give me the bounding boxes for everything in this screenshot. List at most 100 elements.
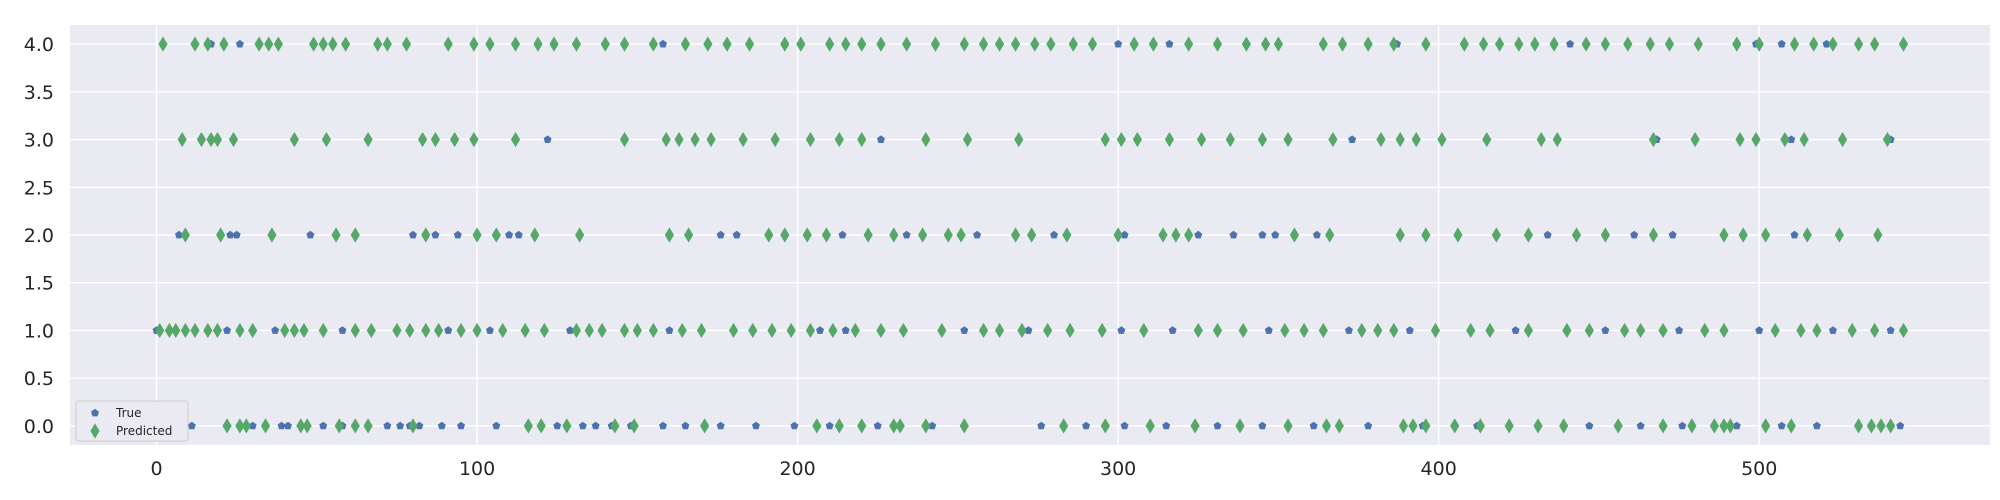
predicted-point (1184, 36, 1194, 52)
predicted-point (228, 131, 239, 148)
legend-label: True (115, 406, 142, 420)
predicted-point (825, 36, 835, 52)
true-point (665, 326, 674, 334)
predicted-point (876, 36, 886, 52)
predicted-point (1690, 131, 1700, 148)
predicted-point (1584, 322, 1594, 339)
predicted-point (1754, 36, 1764, 52)
predicted-point (1139, 322, 1149, 339)
predicted-point (1876, 418, 1886, 434)
predicted-point (802, 227, 812, 243)
x-tick-label: 200 (779, 458, 815, 480)
predicted-point (405, 322, 415, 339)
predicted-point (1581, 36, 1591, 52)
true-point (1229, 230, 1238, 239)
true-point (1543, 230, 1552, 239)
true-point (271, 326, 280, 334)
predicted-point (680, 36, 691, 52)
predicted-point (696, 322, 707, 339)
predicted-point (978, 36, 989, 52)
predicted-point (1523, 227, 1534, 243)
predicted-point (289, 131, 299, 148)
true-point (235, 39, 244, 48)
predicted-point (664, 227, 674, 243)
predicted-point (937, 322, 947, 339)
legend-item-predicted: Predicted (90, 423, 172, 439)
predicted-point (1725, 418, 1735, 434)
x-tick-label: 100 (459, 458, 495, 480)
true-point (1886, 326, 1895, 334)
true-point (732, 230, 741, 239)
predicted-point (212, 322, 223, 339)
predicted-point (1062, 227, 1072, 243)
predicted-point (648, 36, 658, 52)
predicted-point (1658, 322, 1668, 339)
true-point (1585, 421, 1594, 430)
true-point (1168, 326, 1177, 334)
x-tick-label: 300 (1100, 458, 1136, 480)
predicted-point (421, 227, 431, 243)
predicted-point (930, 36, 941, 52)
predicted-point (956, 227, 966, 243)
predicted-point (392, 322, 402, 339)
predicted-point (674, 131, 684, 148)
predicted-point (1283, 131, 1293, 148)
predicted-point (264, 36, 274, 52)
true-point (591, 421, 600, 430)
true-point (578, 421, 587, 430)
predicted-point (805, 131, 816, 148)
predicted-point (571, 322, 582, 339)
true-point (1822, 39, 1831, 48)
predicted-point (1600, 36, 1610, 52)
legend-label: Predicted (116, 424, 172, 438)
predicted-point (706, 131, 716, 148)
predicted-point (363, 418, 373, 434)
predicted-point (1873, 227, 1883, 243)
predicted-point (629, 418, 639, 434)
predicted-point (994, 322, 1005, 339)
predicted-point (318, 322, 328, 339)
predicted-point (443, 36, 453, 52)
predicted-point (959, 36, 969, 52)
predicted-point (1536, 131, 1546, 148)
predicted-point (1735, 131, 1745, 148)
predicted-point (180, 227, 190, 243)
predicted-point (943, 227, 953, 243)
predicted-point (1196, 131, 1207, 148)
predicted-point (1853, 36, 1864, 52)
predicted-point (1761, 418, 1771, 434)
true-point (1732, 421, 1741, 430)
predicted-point (1453, 227, 1463, 243)
predicted-point (302, 418, 312, 434)
true-point (543, 135, 552, 143)
predicted-point (1466, 322, 1476, 339)
predicted-point (1562, 322, 1572, 339)
true-point (1364, 421, 1373, 430)
y-tick-label: 3.5 (24, 82, 54, 104)
predicted-point (575, 227, 585, 243)
series-predicted (155, 36, 1909, 434)
predicted-point (959, 418, 969, 434)
predicted-point (1719, 322, 1729, 339)
predicted-point (1809, 36, 1819, 52)
predicted-point (341, 36, 351, 52)
predicted-point (1549, 36, 1559, 52)
true-point (1790, 230, 1799, 239)
true-point (1050, 230, 1059, 239)
predicted-point (722, 36, 732, 52)
predicted-point (1363, 36, 1373, 52)
predicted-point (728, 322, 739, 339)
predicted-point (1225, 131, 1235, 148)
predicted-point (1494, 36, 1505, 52)
predicted-point (318, 36, 328, 52)
predicted-point (1280, 322, 1290, 339)
predicted-point (219, 36, 229, 52)
legend-marker-predicted (90, 423, 100, 439)
predicted-point (299, 322, 309, 339)
predicted-point (764, 227, 774, 243)
true-point (838, 230, 847, 239)
true-point (1344, 326, 1353, 334)
predicted-point (520, 322, 530, 339)
predicted-point (180, 322, 190, 339)
